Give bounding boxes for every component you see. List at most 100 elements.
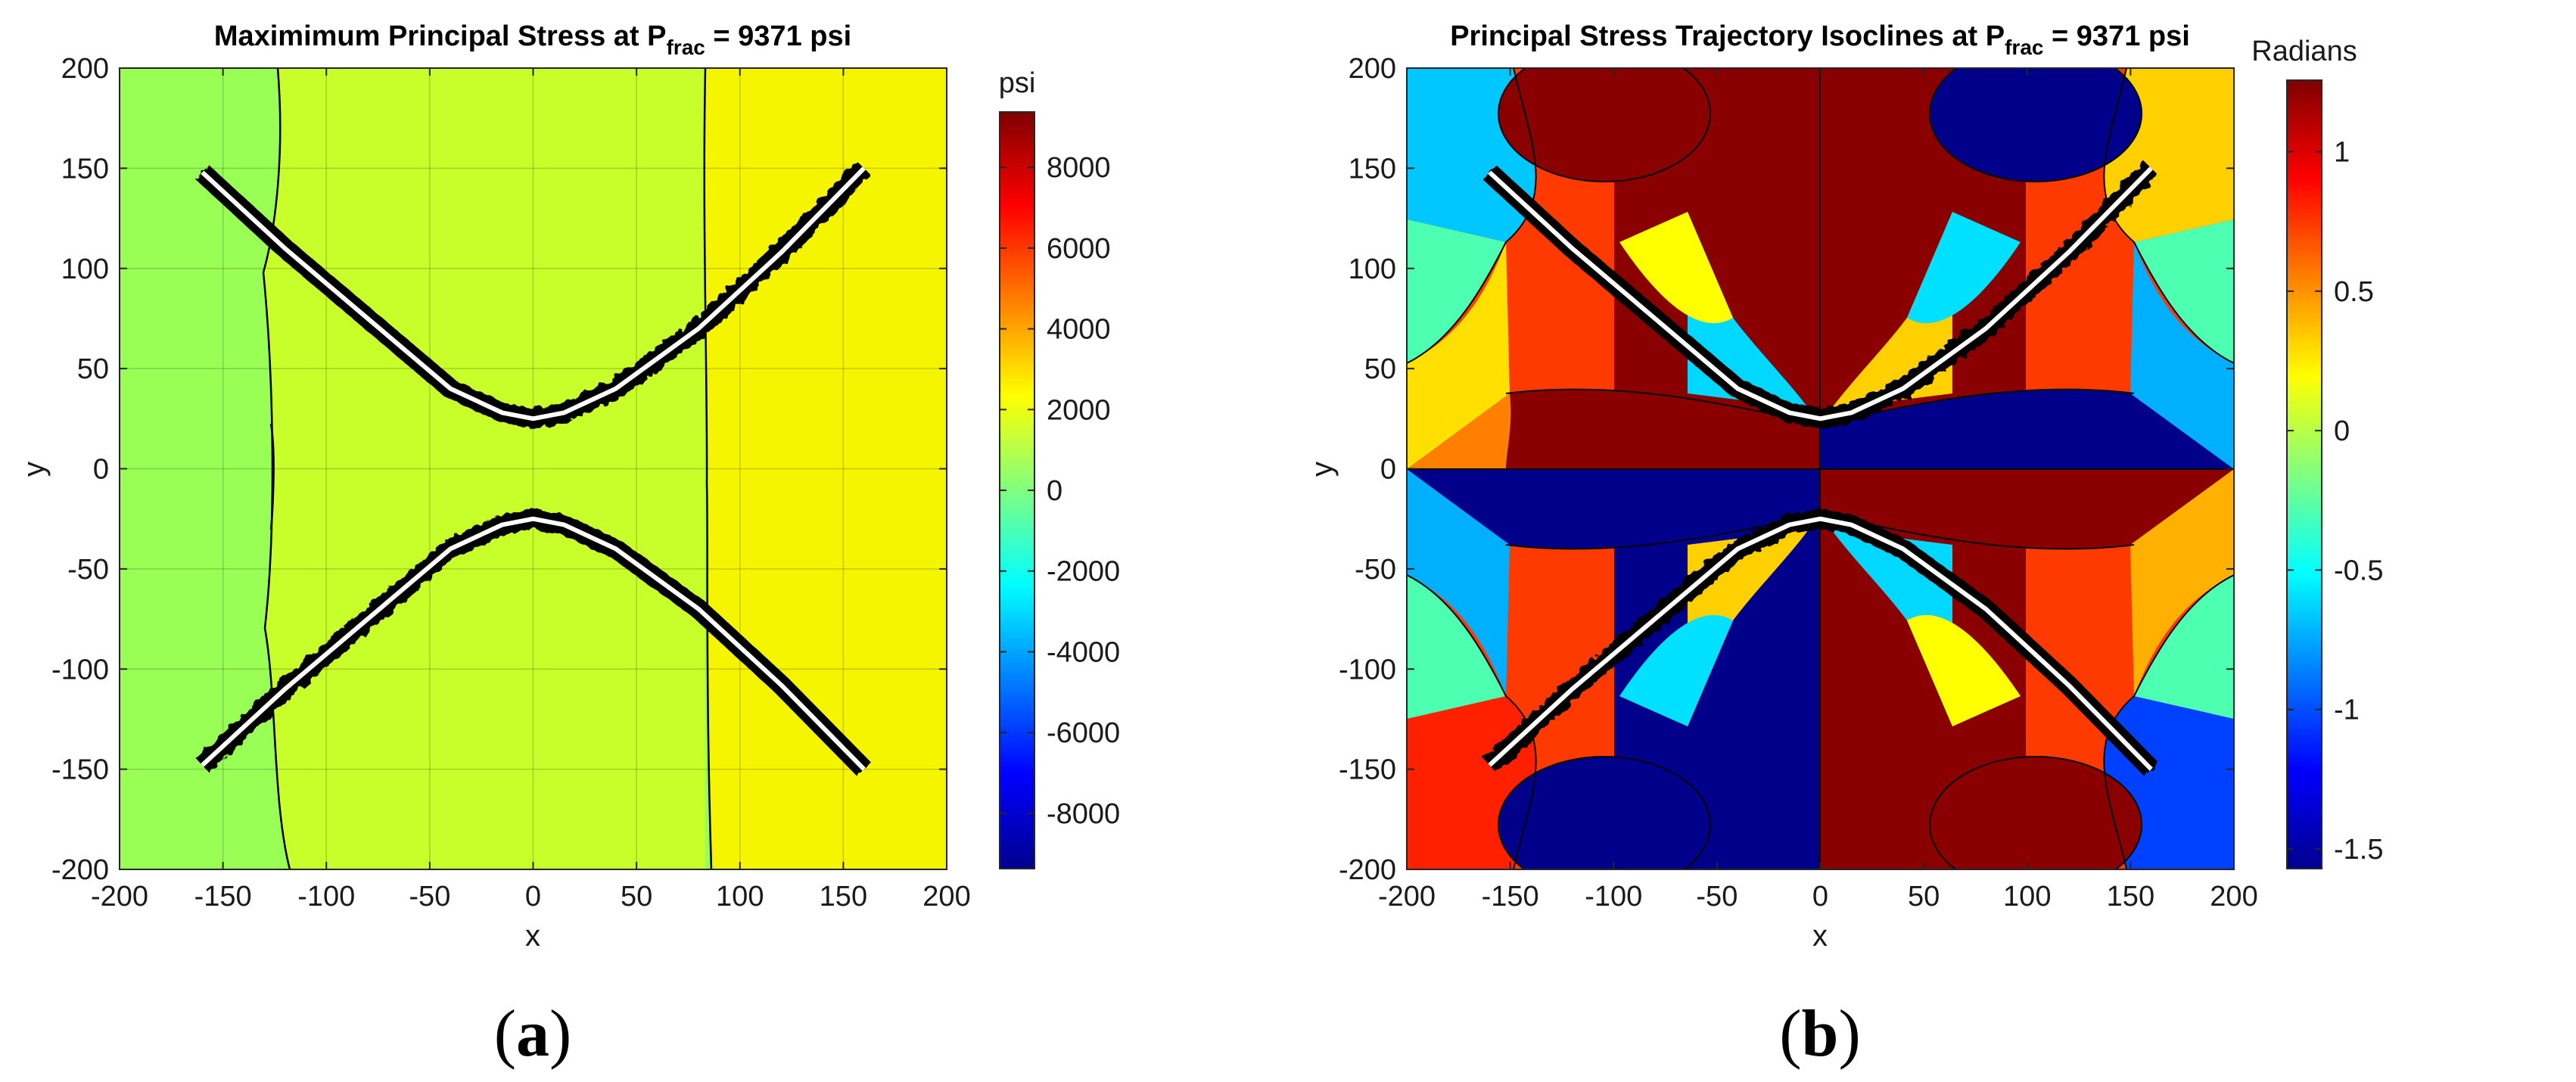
wedge-lower-right-fan bbox=[1831, 530, 1952, 726]
y-tick-label: 200 bbox=[61, 53, 109, 85]
band-lower-right-dark-red bbox=[1820, 469, 2234, 549]
y-tick-label: 50 bbox=[1364, 353, 1396, 385]
fan-upper-left-mid bbox=[1407, 219, 1506, 363]
x-tick-label: 100 bbox=[2003, 881, 2051, 913]
fan-left-center bbox=[1407, 393, 1511, 469]
band-lower-left-dark-blue bbox=[1407, 469, 1820, 549]
colorbar-tick-label: -4000 bbox=[1047, 636, 1120, 668]
panel-label-b: (b) bbox=[1779, 997, 1861, 1071]
isocline-edge-3 bbox=[1407, 574, 1537, 869]
x-tick-label: -150 bbox=[194, 881, 252, 913]
title-b: Principal Stress Trajectory Isoclines at… bbox=[1450, 20, 2190, 59]
isocline-lobe-1 bbox=[1498, 68, 1711, 182]
x-tick-label: 200 bbox=[2210, 881, 2257, 913]
colorbar-label-a: psi bbox=[999, 67, 1036, 99]
y-tick-label: -150 bbox=[1339, 754, 1396, 786]
isocline-lobe-3 bbox=[1498, 756, 1711, 869]
colorbar-label-b: Radians bbox=[2251, 36, 2357, 67]
x-tick-label: -200 bbox=[1378, 881, 1436, 913]
y-axis-label-a: y bbox=[17, 462, 51, 477]
colorbar-tick-label: 6000 bbox=[1047, 233, 1111, 265]
wedge-upper-right-fan bbox=[1831, 212, 1952, 409]
x-tick-label: 200 bbox=[922, 881, 970, 913]
wedge-lower-left-fan-2 bbox=[1619, 614, 1733, 726]
fan-lower-left-mid bbox=[1407, 575, 1506, 719]
x-tick-label: -150 bbox=[1482, 881, 1539, 913]
isocline-edge-1 bbox=[1407, 68, 1537, 364]
fan-upper-right-lower bbox=[2130, 242, 2234, 469]
upper-fracture bbox=[1488, 166, 2153, 421]
x-tick-label: -200 bbox=[91, 881, 148, 913]
colorbar-tick-label: 0.5 bbox=[2334, 276, 2374, 308]
x-axis-label-a: x bbox=[525, 919, 540, 953]
contour-line-a1 bbox=[262, 68, 291, 869]
colorbar-tick-label: -1 bbox=[2334, 695, 2360, 726]
x-tick-label: 0 bbox=[1812, 881, 1828, 913]
colorbar-tick-label: 8000 bbox=[1047, 152, 1111, 184]
lobe-top-left bbox=[1498, 68, 1710, 182]
wedge-upper-right-fan-2 bbox=[1907, 212, 2021, 324]
colorbar-tick-label: 4000 bbox=[1047, 314, 1111, 346]
y-tick-label: 100 bbox=[1349, 253, 1396, 285]
wedge-lower-left-fan bbox=[1688, 530, 1809, 726]
x-tick-label: -50 bbox=[409, 881, 450, 913]
fan-lower-right-upper bbox=[2130, 469, 2234, 696]
y-tick-label: 0 bbox=[1380, 454, 1396, 486]
isocline-lobe-4 bbox=[1929, 756, 2142, 869]
colorbar-tick-label: 2000 bbox=[1047, 394, 1111, 426]
colorbar-tick-label: -1.5 bbox=[2334, 834, 2383, 866]
lobe-bottom-left bbox=[1498, 757, 1710, 869]
colorbar-tick-label: -8000 bbox=[1047, 798, 1120, 830]
x-axis-label-b: x bbox=[1812, 919, 1828, 953]
y-tick-label: -150 bbox=[51, 754, 109, 786]
panel-b: Principal Stress Trajectory Isoclines at… bbox=[1305, 20, 2383, 1071]
x-tick-label: 50 bbox=[621, 881, 652, 913]
upper-fracture bbox=[201, 166, 866, 421]
colorbar-tick-label: -2000 bbox=[1047, 556, 1120, 588]
x-tick-label: 100 bbox=[716, 881, 764, 913]
panel-a: Maximimum Principal Stress at Pfrac = 93… bbox=[17, 20, 1120, 1071]
y-tick-label: 100 bbox=[61, 253, 109, 285]
colorbar-tick-label: -0.5 bbox=[2334, 555, 2383, 586]
x-tick-label: 0 bbox=[525, 881, 541, 913]
colorbar-tick-label: 0 bbox=[1047, 475, 1062, 507]
x-tick-label: 150 bbox=[820, 881, 867, 913]
x-tick-label: -100 bbox=[297, 881, 355, 913]
lobe-bottom-right bbox=[1930, 757, 2142, 869]
y-tick-label: -50 bbox=[1355, 554, 1396, 586]
y-tick-label: 150 bbox=[61, 153, 109, 185]
isocline-edge-4 bbox=[2103, 574, 2234, 869]
title-a: Maximimum Principal Stress at Pfrac = 93… bbox=[214, 20, 851, 59]
fan-lower-left-upper bbox=[1407, 469, 1510, 696]
lobe-top-right bbox=[1930, 68, 2142, 182]
wedge-lower-right-fan-2 bbox=[1907, 614, 2021, 726]
lower-fracture bbox=[1488, 516, 2153, 771]
colorbar-tick-label: 1 bbox=[2334, 137, 2350, 169]
y-tick-label: -100 bbox=[51, 654, 109, 686]
wedge-upper-left-fan-2 bbox=[1619, 212, 1733, 324]
y-tick-label: -200 bbox=[51, 854, 109, 886]
y-tick-label: 150 bbox=[1349, 153, 1396, 185]
lower-fracture bbox=[201, 516, 866, 771]
y-tick-label: -100 bbox=[1339, 654, 1396, 686]
colorbar-b bbox=[2286, 79, 2322, 869]
y-tick-label: 0 bbox=[93, 454, 109, 486]
panel-label-a: (a) bbox=[494, 997, 572, 1071]
isocline-field-b bbox=[1407, 68, 2234, 869]
contour-line-a3 bbox=[1091, 68, 1108, 869]
band-upper-right-dark-blue bbox=[1820, 389, 2234, 469]
y-tick-label: 50 bbox=[77, 353, 109, 385]
isocline-edge-2 bbox=[2103, 68, 2234, 364]
isocline-lobe-2 bbox=[1929, 68, 2142, 182]
x-tick-label: 50 bbox=[1908, 881, 1940, 913]
contour-line-a4 bbox=[269, 423, 275, 530]
stress-field-a bbox=[120, 68, 1108, 869]
contour-line-a2 bbox=[703, 68, 713, 869]
fan-upper-right-mid bbox=[2134, 219, 2234, 363]
x-tick-label: -50 bbox=[1696, 881, 1738, 913]
left-band bbox=[263, 68, 705, 869]
fan-lower-right-mid bbox=[2134, 575, 2234, 719]
colorbar-tick-label: 0 bbox=[2334, 415, 2350, 447]
x-tick-label: -100 bbox=[1585, 881, 1642, 913]
